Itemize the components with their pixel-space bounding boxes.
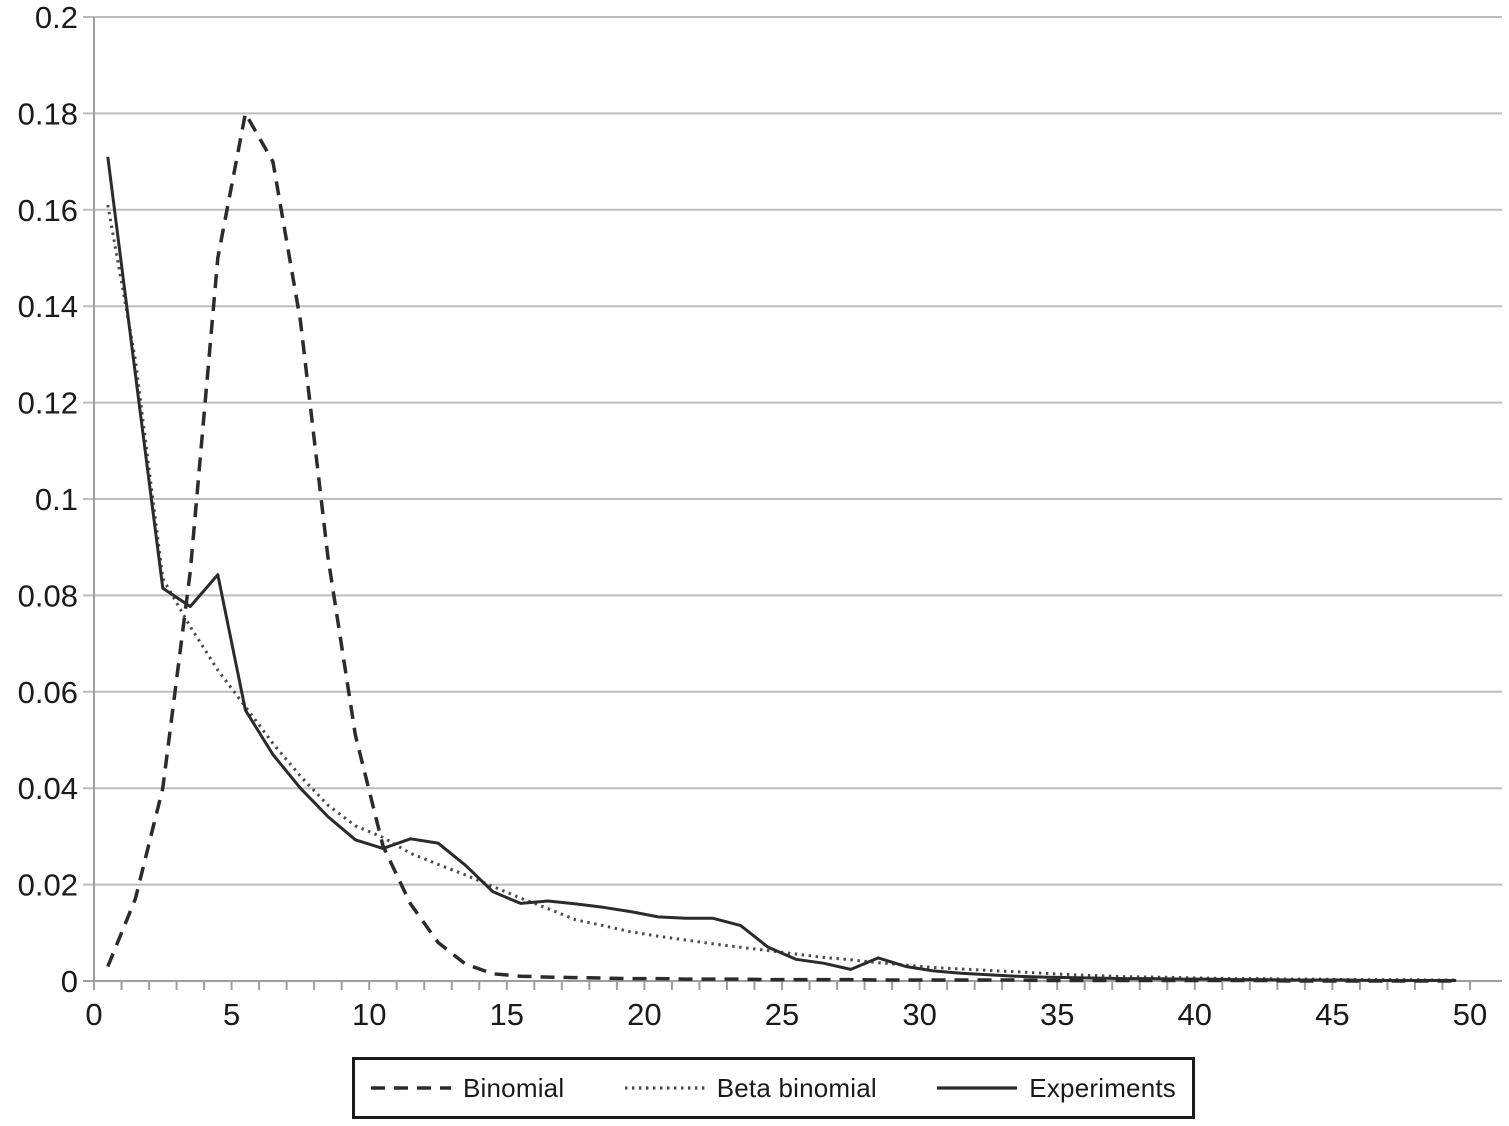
svg-text:40: 40 xyxy=(1178,997,1212,1032)
svg-text:30: 30 xyxy=(902,997,936,1032)
svg-text:0.14: 0.14 xyxy=(18,289,78,324)
svg-text:0.06: 0.06 xyxy=(18,675,78,710)
solid-line-sample xyxy=(937,1086,1018,1090)
dashed-line-sample xyxy=(371,1086,451,1090)
svg-text:20: 20 xyxy=(627,997,661,1032)
svg-text:35: 35 xyxy=(1040,997,1074,1032)
svg-text:0.18: 0.18 xyxy=(18,96,78,131)
svg-text:10: 10 xyxy=(352,997,386,1032)
svg-text:5: 5 xyxy=(223,997,240,1032)
legend-label-binomial: Binomial xyxy=(463,1072,565,1103)
legend: Binomial Beta binomial Experiments xyxy=(352,1057,1195,1119)
svg-text:0.08: 0.08 xyxy=(18,578,78,613)
dotted-line-sample xyxy=(624,1086,705,1090)
svg-text:0.16: 0.16 xyxy=(18,193,78,228)
legend-item-beta-binomial: Beta binomial xyxy=(623,1073,877,1104)
svg-text:15: 15 xyxy=(490,997,524,1032)
svg-text:50: 50 xyxy=(1453,997,1487,1032)
svg-text:25: 25 xyxy=(765,997,799,1032)
svg-text:0.02: 0.02 xyxy=(18,868,78,903)
svg-text:0.1: 0.1 xyxy=(35,482,78,517)
legend-label-experiments: Experiments xyxy=(1029,1072,1176,1103)
legend-item-experiments: Experiments xyxy=(935,1073,1176,1104)
svg-text:0.12: 0.12 xyxy=(18,386,78,421)
svg-text:0.04: 0.04 xyxy=(18,771,78,806)
svg-text:0: 0 xyxy=(85,997,102,1032)
legend-label-beta-binomial: Beta binomial xyxy=(716,1072,877,1103)
svg-text:0: 0 xyxy=(61,964,78,999)
svg-text:0.2: 0.2 xyxy=(35,0,78,35)
legend-item-binomial: Binomial xyxy=(369,1073,564,1104)
svg-text:45: 45 xyxy=(1315,997,1349,1032)
